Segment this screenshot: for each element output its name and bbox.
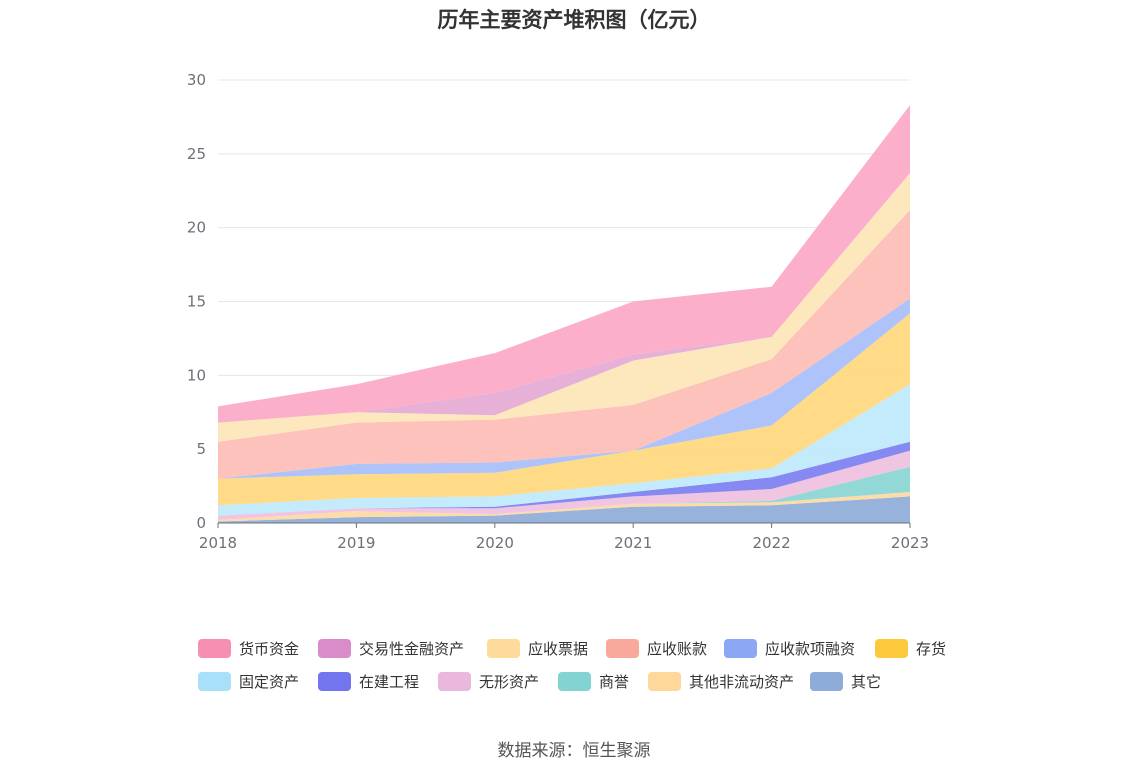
- y-tick-label: 30: [187, 71, 206, 89]
- legend-item[interactable]: 其它: [810, 671, 881, 692]
- x-tick-label: 2018: [199, 534, 237, 552]
- area-无形资产[interactable]: [218, 450, 910, 521]
- y-tick-label: 15: [187, 293, 206, 311]
- legend-label: 商誉: [599, 673, 630, 691]
- legend-item[interactable]: 其他非流动资产: [648, 671, 794, 692]
- legend-swatch: [875, 639, 908, 658]
- x-tick-label: 2020: [476, 534, 514, 552]
- x-tick-label: 2021: [614, 534, 652, 552]
- legend-item[interactable]: 商誉: [558, 671, 629, 692]
- legend-swatch: [648, 672, 681, 691]
- legend-item[interactable]: 固定资产: [198, 671, 299, 692]
- legend-item[interactable]: 存货: [875, 638, 946, 659]
- chart-title: 历年主要资产堆积图（亿元）: [437, 8, 711, 32]
- x-tick-label: 2019: [337, 534, 375, 552]
- area-series: [218, 105, 910, 523]
- legend-swatch: [438, 672, 471, 691]
- area-货币资金[interactable]: [218, 105, 910, 423]
- legend-swatch: [810, 672, 843, 691]
- area-应收账款[interactable]: [218, 209, 910, 479]
- legend-label: 固定资产: [239, 673, 300, 691]
- area-其他非流动资产[interactable]: [218, 491, 910, 522]
- legend-item[interactable]: 应收票据: [487, 638, 588, 659]
- stacked-area-chart: 0 5 10 15 20 25 30 2018 2019 2020 2021 2022 2023: [187, 71, 929, 552]
- legend-swatch: [558, 672, 591, 691]
- legend-swatch: [724, 639, 757, 658]
- area-在建工程[interactable]: [218, 441, 910, 516]
- y-tick-label: 5: [196, 440, 206, 458]
- data-source-note: 数据来源：恒生聚源: [497, 741, 651, 761]
- legend-item[interactable]: 应收款项融资: [724, 638, 855, 659]
- y-tick-label: 10: [187, 366, 206, 384]
- legend-label: 货币资金: [239, 640, 300, 658]
- legend-swatch: [487, 639, 520, 658]
- legend-label: 应收款项融资: [765, 640, 856, 658]
- area-固定资产[interactable]: [218, 384, 910, 516]
- area-应收票据[interactable]: [218, 173, 910, 442]
- y-tick-label: 0: [196, 514, 206, 532]
- legend-label: 其他非流动资产: [689, 673, 795, 691]
- x-tick-label: 2023: [891, 534, 929, 552]
- axes: 2018 2019 2020 2021 2022 2023: [199, 522, 929, 552]
- x-tick-label: 2022: [753, 534, 791, 552]
- legend-label: 应收票据: [528, 640, 589, 658]
- legend-label: 应收账款: [647, 640, 708, 658]
- y-tick-label: 20: [187, 219, 206, 237]
- legend-label: 其它: [851, 673, 882, 691]
- legend-item[interactable]: 在建工程: [318, 671, 419, 692]
- legend-label: 无形资产: [479, 673, 540, 691]
- legend-swatch: [198, 639, 231, 658]
- legend-swatch: [318, 672, 351, 691]
- legend-item[interactable]: 无形资产: [438, 671, 539, 692]
- legend-label: 在建工程: [359, 673, 420, 691]
- area-其它[interactable]: [218, 496, 910, 523]
- legend-swatch: [318, 639, 351, 658]
- legend-swatch: [606, 639, 639, 658]
- legend-item[interactable]: 货币资金: [198, 638, 299, 659]
- legend-item[interactable]: 应收账款: [606, 638, 707, 659]
- legend-label: 交易性金融资产: [359, 640, 465, 658]
- legend-swatch: [198, 672, 231, 691]
- y-tick-label: 25: [187, 145, 206, 163]
- area-存货[interactable]: [218, 313, 910, 506]
- legend-item[interactable]: 交易性金融资产: [318, 638, 464, 659]
- legend-label: 存货: [916, 640, 947, 658]
